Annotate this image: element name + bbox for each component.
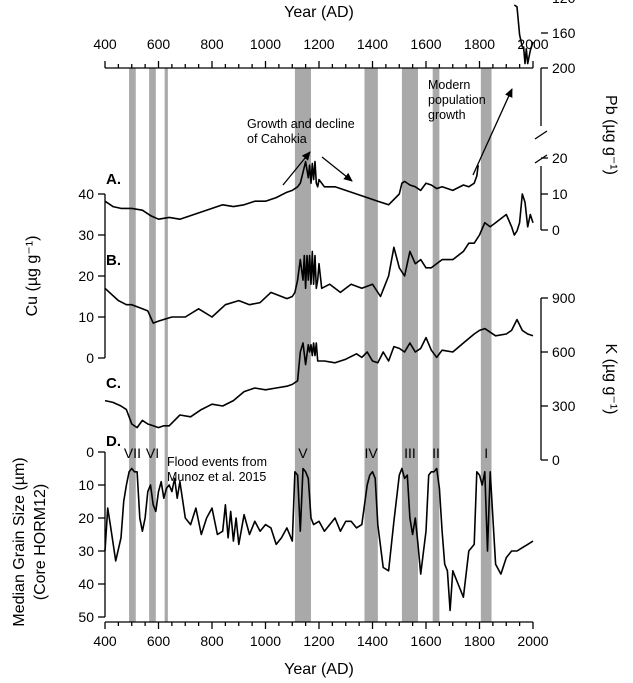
cu-tick-label: 30 <box>78 227 94 243</box>
annotation-cahokia: of Cahokia <box>247 132 307 146</box>
grain-size-axis-subtitle: (Core HORM12) <box>32 484 49 600</box>
grain-size-tick-label: 50 <box>78 609 94 625</box>
flood-band-III <box>401 68 418 622</box>
bottom-x-tick-label: 400 <box>93 633 117 649</box>
pb-upper-tick-label: 120 <box>552 0 576 6</box>
cu-tick-label: 0 <box>86 350 94 366</box>
pb-series-line <box>104 160 479 220</box>
top-x-tick-label: 400 <box>93 36 117 52</box>
pb-lower-tick-label: 20 <box>552 150 568 166</box>
flood-events-note: Munoz et al. 2015 <box>167 470 266 484</box>
chart-labels: 4004006006008008001000100012001200140014… <box>11 0 619 678</box>
top-x-tick-label: 1600 <box>410 36 441 52</box>
top-x-tick-label: 1000 <box>250 36 281 52</box>
flood-label-IV: IV <box>365 445 379 461</box>
pb-lower-tick-label: 0 <box>552 222 560 238</box>
flood-label-VII: VII <box>124 445 141 461</box>
panel-label-d: D. <box>106 433 121 450</box>
bottom-x-tick-label: 1000 <box>250 633 281 649</box>
bottom-x-tick-label: 1600 <box>410 633 441 649</box>
bottom-x-tick-label: 800 <box>200 633 224 649</box>
bottom-x-axis-title: Year (AD) <box>284 661 354 678</box>
cu-tick-label: 10 <box>78 309 94 325</box>
k-tick-label: 300 <box>552 398 576 414</box>
flood-label-I: I <box>484 445 488 461</box>
panel-label-c: C. <box>106 375 121 392</box>
top-x-tick-label: 800 <box>200 36 224 52</box>
k-series-line <box>104 318 534 429</box>
pb-upper-tick-label: 160 <box>552 25 576 41</box>
grain-size-tick-label: 0 <box>86 444 94 460</box>
flood-label-VI: VI <box>146 445 159 461</box>
bottom-x-tick-label: 2000 <box>517 633 548 649</box>
top-x-tick-label: 1800 <box>464 36 495 52</box>
top-x-axis-title: Year (AD) <box>284 4 354 21</box>
flood-band-IV <box>364 68 378 622</box>
pb-lower-tick-label: 10 <box>552 186 568 202</box>
flood-label-III: III <box>404 445 416 461</box>
flood-label-V: V <box>298 445 308 461</box>
cu-axis-title: Cu (µg g⁻¹) <box>24 236 41 317</box>
grain-size-tick-label: 20 <box>78 510 94 526</box>
pb-modern-series-line <box>513 4 534 65</box>
k-axis-title: K (µg g⁻¹) <box>602 343 619 414</box>
arrow-cahokia-up <box>282 151 311 186</box>
flood-band-VI <box>149 68 156 622</box>
arrow-modern <box>472 88 513 176</box>
pb-axis-title: Pb (µg g⁻¹) <box>602 95 619 175</box>
grain-size-tick-label: 40 <box>78 576 94 592</box>
panel-label-b: B. <box>106 252 121 269</box>
top-x-tick-label: 1200 <box>303 36 334 52</box>
flood-band-extra-2 <box>164 68 168 622</box>
panel-label-a: A. <box>106 171 121 188</box>
pb-upper-tick-label: 200 <box>552 60 576 76</box>
grain-size-axis-title: Median Grain Size (µm) <box>11 457 28 626</box>
arrow-cahokia-down <box>321 156 353 182</box>
bottom-x-tick-label: 1800 <box>464 633 495 649</box>
pb-axis-break <box>534 130 548 140</box>
top-x-tick-label: 1400 <box>357 36 388 52</box>
flood-band-I <box>480 68 492 622</box>
flood-band-VII <box>129 68 136 622</box>
bottom-x-tick-label: 600 <box>147 633 171 649</box>
cu-tick-label: 20 <box>78 268 94 284</box>
flood-band-II <box>432 68 440 622</box>
bottom-x-tick-label: 1400 <box>357 633 388 649</box>
k-tick-label: 900 <box>552 290 576 306</box>
pb-axis-break <box>534 154 548 164</box>
top-x-tick-label: 600 <box>147 36 171 52</box>
grain-size-tick-label: 10 <box>78 477 94 493</box>
grain-size-series-line <box>104 467 534 612</box>
k-tick-label: 0 <box>552 452 560 468</box>
bottom-x-tick-label: 1200 <box>303 633 334 649</box>
annotation-cahokia: Growth and decline <box>247 117 355 131</box>
annotation-modern: Modern <box>428 78 470 92</box>
annotation-modern: growth <box>428 108 466 122</box>
top-x-tick-label: 2000 <box>517 36 548 52</box>
cu-tick-label: 40 <box>78 186 94 202</box>
chart-axes <box>98 32 548 629</box>
grain-size-tick-label: 30 <box>78 543 94 559</box>
k-tick-label: 600 <box>552 344 576 360</box>
annotation-modern: population <box>428 93 486 107</box>
flood-label-II: II <box>432 445 440 461</box>
cu-series-line <box>104 193 534 324</box>
chart-series <box>104 4 534 612</box>
flood-events-note: Flood events from <box>167 455 267 469</box>
